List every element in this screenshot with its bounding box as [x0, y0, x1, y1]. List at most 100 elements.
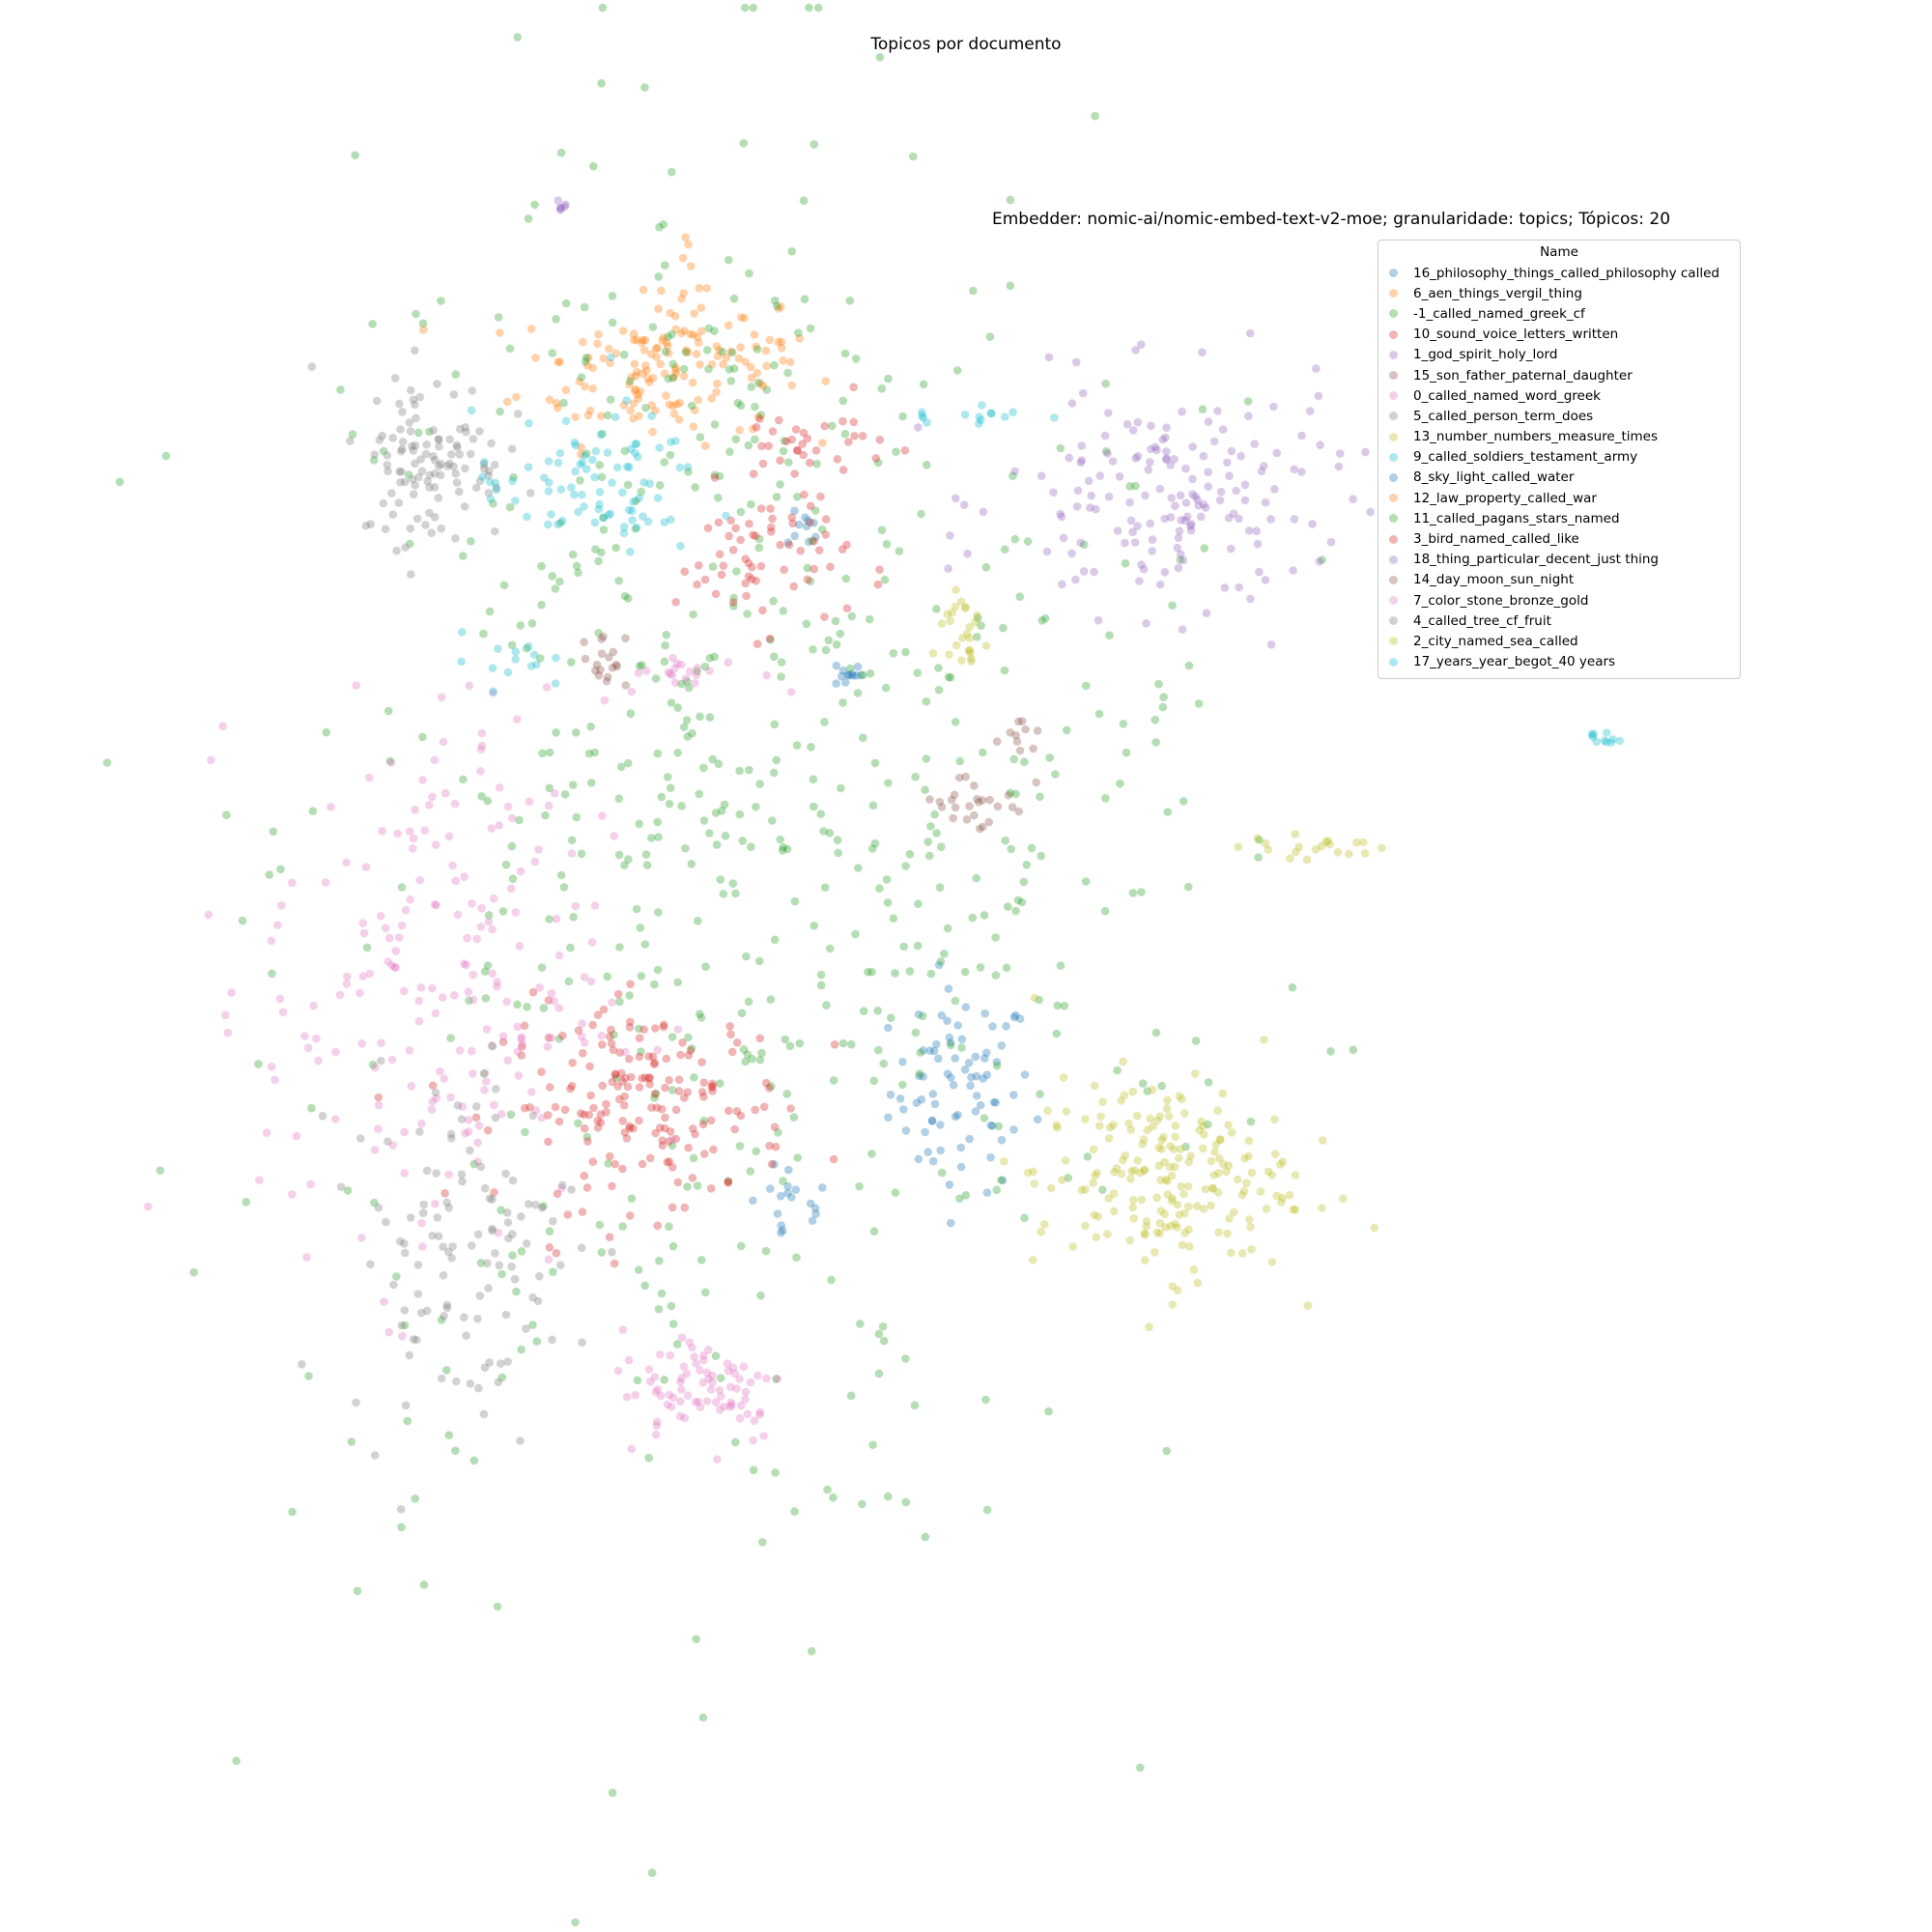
scatter-point	[420, 1580, 429, 1589]
scatter-point	[465, 988, 473, 997]
scatter-point	[677, 1385, 686, 1394]
scatter-point	[1078, 441, 1087, 450]
scatter-point	[1089, 1179, 1097, 1187]
scatter-point	[432, 1009, 440, 1018]
scatter-point	[478, 729, 487, 738]
scatter-point	[790, 1113, 799, 1122]
scatter-point	[398, 883, 407, 892]
scatter-point	[277, 901, 286, 910]
scatter-point	[952, 495, 960, 503]
scatter-point	[850, 432, 859, 440]
scatter-point	[635, 1117, 643, 1125]
scatter-point	[611, 661, 620, 669]
scatter-point	[1200, 1130, 1208, 1139]
scatter-point	[393, 830, 402, 838]
scatter-point	[955, 757, 964, 766]
scatter-point	[608, 1182, 616, 1191]
scatter-point	[270, 828, 278, 837]
scatter-point	[810, 922, 818, 930]
scatter-point	[400, 1128, 409, 1137]
scatter-point	[1072, 358, 1081, 367]
scatter-point	[653, 344, 662, 353]
scatter-point	[367, 520, 376, 528]
scatter-point	[419, 1201, 428, 1209]
scatter-point	[1254, 853, 1263, 862]
scatter-point	[881, 576, 890, 584]
scatter-point	[1276, 1160, 1285, 1169]
scatter-point	[1045, 753, 1054, 762]
scatter-point	[1603, 728, 1611, 737]
scatter-point	[668, 1135, 677, 1144]
scatter-point	[1011, 907, 1020, 916]
legend: Name 16_philosophy_things_called_philoso…	[1378, 240, 1741, 679]
scatter-point	[837, 630, 845, 639]
scatter-point	[1210, 438, 1219, 446]
scatter-point	[972, 1053, 980, 1062]
scatter-point	[1224, 1121, 1233, 1129]
scatter-point	[477, 1163, 486, 1172]
scatter-point	[639, 1160, 647, 1169]
scatter-point	[1197, 513, 1206, 522]
scatter-point	[952, 585, 960, 594]
scatter-point	[676, 1397, 685, 1406]
scatter-point	[661, 1114, 669, 1122]
scatter-point	[571, 468, 580, 476]
scatter-point	[778, 658, 786, 667]
scatter-point	[920, 381, 928, 389]
scatter-point	[467, 450, 475, 459]
legend-item: 3_bird_named_called_like	[1378, 528, 1740, 549]
scatter-point	[791, 1185, 800, 1194]
scatter-point	[581, 1124, 589, 1133]
scatter-point	[605, 653, 613, 662]
scatter-point	[952, 997, 960, 1006]
scatter-point	[1051, 770, 1060, 779]
scatter-point	[1101, 432, 1110, 440]
scatter-point	[769, 597, 778, 606]
scatter-point	[1188, 442, 1197, 451]
scatter-point	[750, 469, 758, 478]
scatter-point	[918, 412, 926, 420]
scatter-point	[1306, 407, 1315, 415]
scatter-point	[418, 776, 427, 784]
scatter-point	[651, 1024, 660, 1033]
scatter-point	[843, 604, 852, 612]
scatter-point	[567, 483, 576, 492]
scatter-point	[454, 1101, 463, 1110]
scatter-point	[530, 651, 539, 660]
scatter-point	[621, 1128, 630, 1137]
scatter-point	[389, 510, 398, 519]
scatter-point	[1103, 449, 1112, 458]
scatter-point	[1179, 1190, 1188, 1199]
scatter-point	[558, 1032, 567, 1040]
scatter-point	[915, 1155, 923, 1164]
scatter-point	[371, 1064, 380, 1072]
scatter-point	[1110, 1189, 1119, 1198]
scatter-point	[752, 577, 760, 585]
scatter-point	[962, 1003, 971, 1011]
scatter-point	[713, 380, 722, 388]
scatter-point	[983, 1188, 992, 1197]
scatter-point	[336, 385, 345, 394]
scatter-point	[1335, 463, 1344, 471]
scatter-point	[766, 336, 775, 345]
scatter-point	[768, 515, 777, 524]
scatter-point	[777, 672, 785, 681]
scatter-point	[695, 561, 703, 570]
scatter-point	[782, 1090, 791, 1098]
scatter-point	[820, 718, 829, 726]
scatter-point	[1194, 501, 1203, 510]
scatter-point	[1058, 1176, 1066, 1184]
scatter-point	[502, 998, 511, 1007]
scatter-point	[579, 1049, 587, 1058]
scatter-point	[752, 803, 760, 811]
scatter-point	[306, 1180, 315, 1189]
scatter-point	[415, 1127, 424, 1136]
scatter-point	[656, 1123, 665, 1132]
scatter-point	[859, 671, 867, 680]
scatter-point	[402, 1402, 411, 1410]
scatter-point	[634, 1377, 642, 1385]
scatter-point	[623, 1393, 632, 1402]
scatter-point	[500, 582, 509, 590]
legend-swatch	[1389, 576, 1398, 584]
scatter-point	[410, 835, 418, 843]
